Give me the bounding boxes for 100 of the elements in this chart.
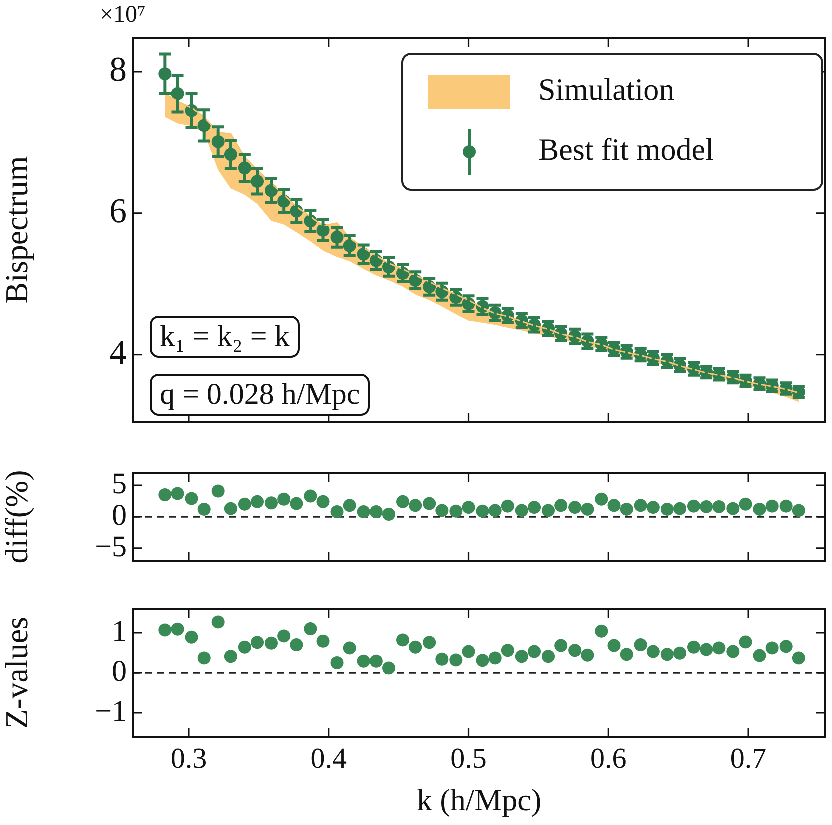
point xyxy=(396,634,410,647)
point xyxy=(290,638,304,652)
point xyxy=(304,490,318,503)
point xyxy=(251,495,264,508)
point xyxy=(476,654,490,668)
point xyxy=(396,495,410,508)
y-tick-label: 5 xyxy=(112,467,127,500)
point xyxy=(515,650,528,664)
point xyxy=(660,648,674,662)
point xyxy=(316,495,330,508)
point xyxy=(766,500,779,513)
point xyxy=(739,498,752,511)
point xyxy=(766,642,779,655)
point xyxy=(343,642,356,655)
point xyxy=(646,645,660,658)
point xyxy=(158,624,172,637)
annotation: q = 0.028 h/Mpc xyxy=(150,374,370,416)
x-axis-title: k (h/Mpc) xyxy=(416,782,542,818)
point xyxy=(382,662,396,675)
y-axis-title: diff(%) xyxy=(0,470,35,564)
point xyxy=(608,639,621,652)
y-tick-label: 0 xyxy=(112,654,127,688)
point xyxy=(304,622,318,636)
y-axis-title: Bispectrum xyxy=(0,156,35,304)
point xyxy=(462,501,476,514)
y-tick-label: 8 xyxy=(110,50,127,90)
y-tick-label: 0 xyxy=(112,498,127,532)
point xyxy=(171,622,184,636)
point xyxy=(712,500,726,514)
point xyxy=(687,500,700,513)
legend-label: Simulation xyxy=(538,72,676,108)
x-tick-label: 0.6 xyxy=(590,743,627,776)
point xyxy=(488,652,502,665)
point xyxy=(488,504,502,518)
point xyxy=(726,645,740,658)
point xyxy=(792,652,806,665)
point xyxy=(224,502,238,516)
x-tick-label: 0.7 xyxy=(730,743,767,776)
point xyxy=(450,654,463,667)
x-tick-label: 0.3 xyxy=(170,743,208,776)
point xyxy=(501,500,514,513)
point xyxy=(712,642,726,655)
y-axis-title: Z-values xyxy=(0,617,35,729)
y-tick-label: 6 xyxy=(110,192,127,231)
point xyxy=(581,502,594,516)
point xyxy=(423,497,436,510)
point xyxy=(185,492,198,506)
annotation: k₁ = k₂ = k xyxy=(150,316,300,358)
point xyxy=(212,484,225,498)
point xyxy=(581,648,594,662)
y-tick-label: 1 xyxy=(112,614,127,648)
point xyxy=(753,502,766,516)
point xyxy=(409,640,422,654)
point xyxy=(357,505,370,518)
point xyxy=(646,501,660,514)
point xyxy=(753,649,766,662)
point xyxy=(409,499,422,512)
point xyxy=(687,640,700,654)
point xyxy=(198,652,211,665)
point xyxy=(515,504,528,518)
point xyxy=(674,502,687,516)
point xyxy=(620,648,634,662)
point xyxy=(554,639,568,652)
text: ×10⁷ xyxy=(100,2,146,29)
point xyxy=(436,504,449,518)
point xyxy=(330,505,344,518)
point xyxy=(238,640,252,654)
point xyxy=(476,504,490,518)
point xyxy=(792,504,806,518)
point xyxy=(251,636,264,650)
point xyxy=(185,630,198,644)
point xyxy=(620,502,634,516)
point xyxy=(171,487,184,500)
point xyxy=(608,499,621,512)
point xyxy=(265,496,278,510)
point xyxy=(726,502,740,516)
point xyxy=(316,634,330,648)
point xyxy=(357,654,370,668)
point xyxy=(568,501,582,514)
point xyxy=(370,505,383,518)
point xyxy=(542,650,555,664)
point xyxy=(343,499,356,512)
point xyxy=(238,498,252,511)
point xyxy=(330,656,344,670)
point xyxy=(528,645,542,658)
point xyxy=(634,499,648,512)
point xyxy=(462,645,476,658)
point xyxy=(595,624,608,638)
point xyxy=(700,500,714,514)
point xyxy=(158,488,172,502)
point xyxy=(528,501,542,514)
point xyxy=(224,650,238,664)
point xyxy=(634,638,648,652)
y-tick-label: −5 xyxy=(95,530,127,564)
point xyxy=(780,640,793,654)
point xyxy=(660,502,674,516)
y-tick-label: 4 xyxy=(110,333,127,372)
y-tick-label: −1 xyxy=(95,694,127,728)
point xyxy=(198,502,211,516)
point xyxy=(382,508,396,521)
